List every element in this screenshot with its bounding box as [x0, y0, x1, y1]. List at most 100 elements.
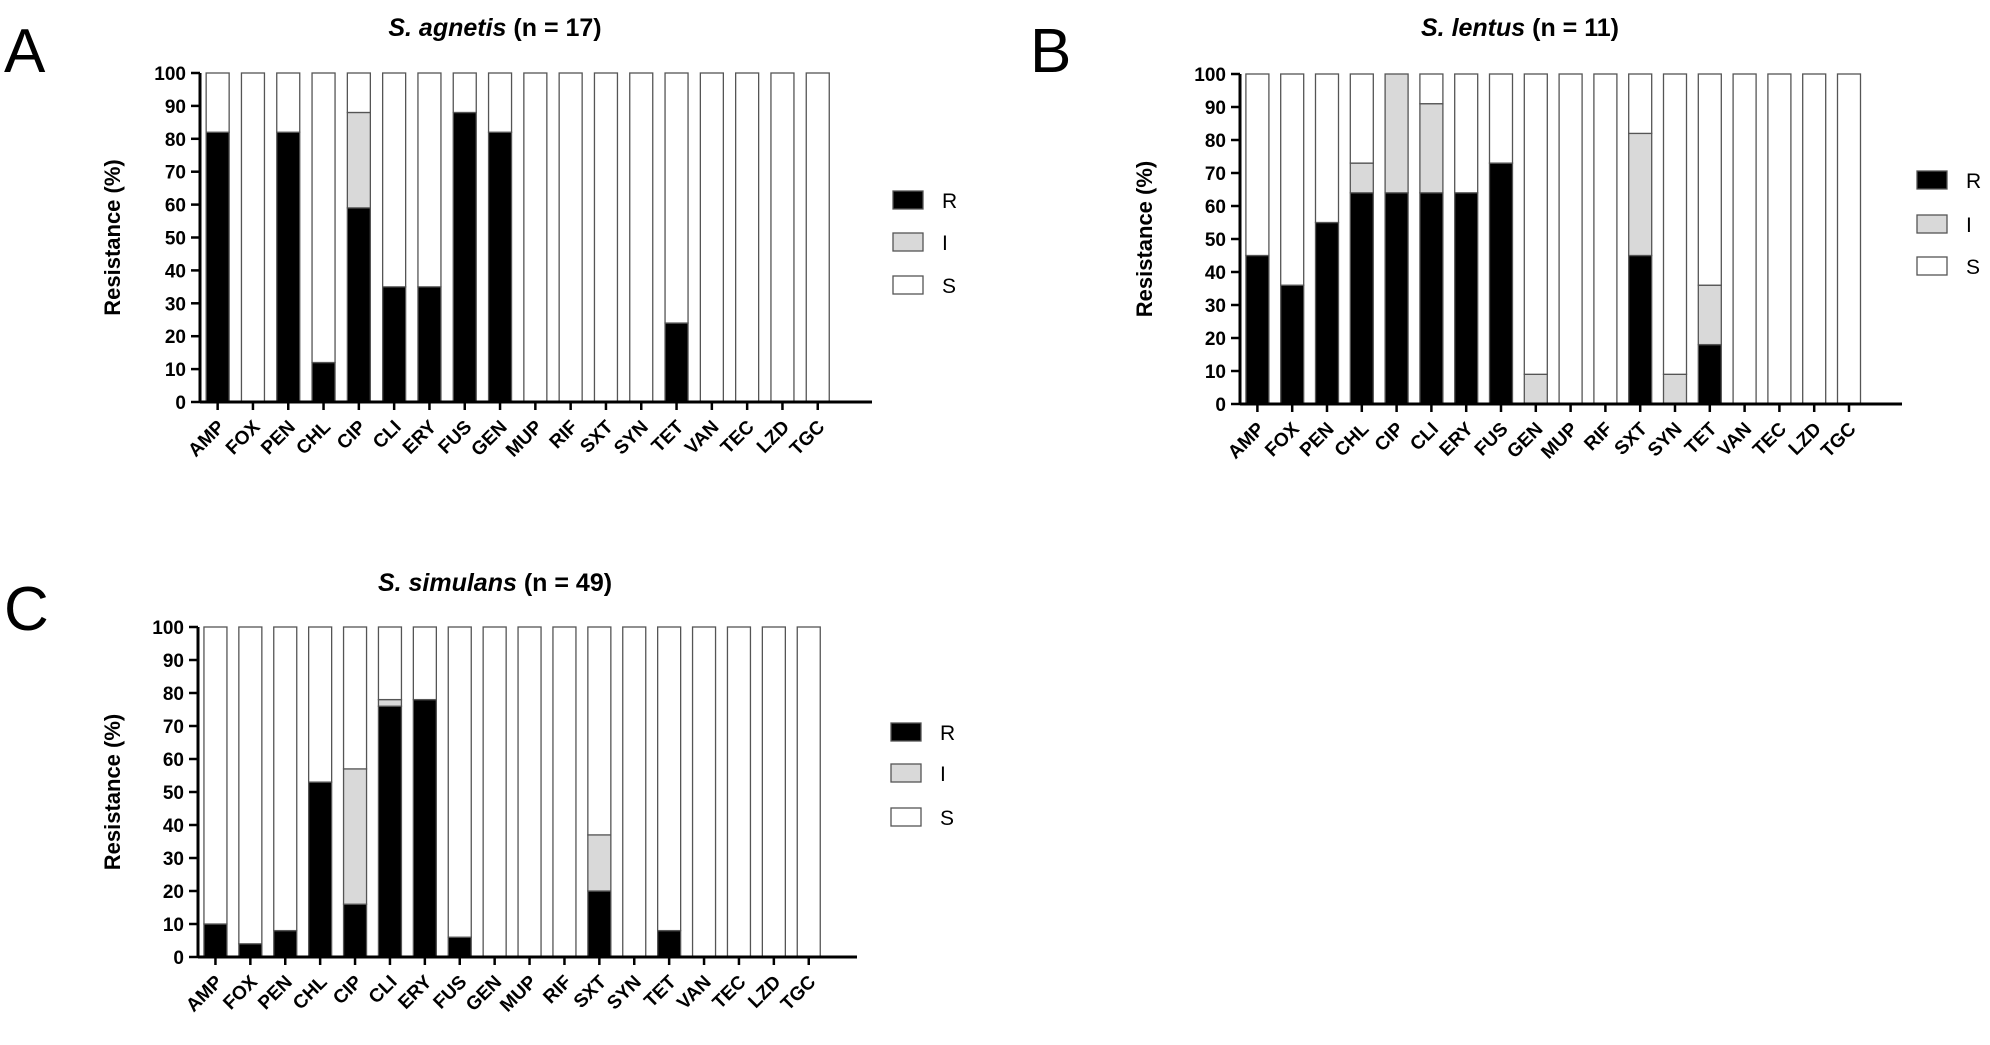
bar-s-mup: [517, 626, 542, 958]
bar-s-rif: [558, 72, 583, 403]
y-tick-label: 40: [163, 816, 184, 837]
bar-r-cli: [377, 705, 403, 958]
y-tick-label: 70: [165, 163, 186, 184]
y-tick-label: 0: [175, 393, 186, 414]
y-tick-label: 70: [1205, 164, 1226, 185]
bar-r-cip: [342, 903, 368, 958]
bar-s-fus: [1488, 73, 1514, 164]
bar-r-tet: [657, 929, 682, 958]
bar-s-tgc: [1836, 73, 1862, 405]
bar-s-tec: [1767, 73, 1792, 405]
x-tick-label: LZD: [744, 972, 785, 1013]
bar-r-ery: [1454, 192, 1479, 405]
legend-swatch-r: [890, 722, 922, 742]
bar-s-chl: [307, 626, 333, 783]
bar-i-tet: [1697, 284, 1722, 346]
x-tick-label: CIP: [1371, 418, 1408, 455]
bar-s-sxt: [1628, 73, 1653, 135]
bar-i-chl: [1349, 162, 1374, 194]
x-tick-label: VAN: [673, 972, 715, 1014]
bar-i-gen: [1523, 373, 1548, 405]
bar-s-pen: [273, 626, 298, 932]
x-tick-label: FOX: [222, 416, 265, 459]
bar-r-fox: [1280, 284, 1305, 405]
chart-title: S. lentus (n = 11): [1421, 14, 1619, 42]
x-tick-label: SXT: [1611, 418, 1652, 459]
bar-s-amp: [1245, 73, 1270, 257]
x-tick-label: MUP: [1537, 418, 1582, 463]
bar-i-cli: [377, 698, 403, 707]
x-tick-label: VAN: [1714, 419, 1756, 461]
panel-letter: C: [4, 575, 49, 644]
bar-s-fus: [452, 72, 477, 114]
legend-label-s: S: [942, 275, 956, 298]
bar-r-pen: [273, 929, 298, 958]
bar-s-chl: [1349, 73, 1374, 164]
x-tick-label: RIF: [539, 972, 575, 1008]
x-tick-label: FOX: [1261, 418, 1304, 461]
bar-i-cli: [1419, 103, 1444, 194]
y-tick-label: 10: [163, 915, 184, 936]
bar-s-sxt: [593, 72, 619, 403]
chart-title: S. simulans (n = 49): [378, 569, 612, 597]
bar-r-amp: [205, 131, 230, 403]
x-tick-label: CHL: [289, 971, 332, 1014]
x-tick-label: CHL: [293, 416, 336, 459]
bar-r-gen: [487, 131, 513, 403]
bar-s-tet: [664, 72, 689, 324]
x-tick-label: MUP: [496, 971, 541, 1016]
title-species: S. lentus: [1421, 14, 1525, 42]
legend-label-s: S: [940, 807, 954, 830]
x-tick-label: TEC: [717, 416, 759, 458]
bar-s-tgc: [805, 72, 830, 403]
x-tick-label: CHL: [1331, 418, 1374, 461]
bar-s-tet: [1697, 73, 1722, 286]
bar-r-ery: [417, 286, 442, 403]
x-tick-label: SXT: [570, 971, 611, 1012]
x-tick-label: CLI: [365, 972, 401, 1008]
y-tick-label: 80: [163, 684, 184, 705]
y-tick-label: 0: [1215, 395, 1226, 416]
y-tick-label: 80: [165, 130, 186, 151]
bar-s-syn: [629, 72, 654, 403]
legend-swatch-s: [1916, 256, 1948, 276]
y-tick-label: 100: [1194, 65, 1226, 86]
bar-s-ery: [417, 72, 442, 288]
x-tick-label: PEN: [257, 417, 299, 459]
x-tick-label: RIF: [1580, 419, 1616, 455]
title-count: (n = 49): [517, 569, 612, 597]
legend-label-r: R: [1966, 170, 1981, 193]
title-species: S. simulans: [378, 569, 517, 597]
y-tick-label: 50: [165, 229, 186, 250]
y-tick-label: 100: [152, 618, 184, 639]
x-tick-label: ERY: [399, 416, 441, 458]
x-tick-label: ERY: [394, 971, 436, 1013]
bar-r-amp: [1245, 254, 1270, 405]
bar-s-ery: [412, 626, 438, 701]
bar-r-tet: [1697, 343, 1722, 405]
bar-r-cip: [346, 207, 372, 403]
bar-r-cli: [1419, 192, 1444, 405]
bar-i-syn: [1662, 373, 1688, 405]
legend-label-i: I: [942, 232, 948, 255]
bar-s-mup: [523, 72, 548, 403]
bar-r-chl: [307, 781, 333, 958]
x-tick-label: FUS: [430, 972, 472, 1014]
y-axis-label: Resistance (%): [1132, 161, 1157, 318]
chart-panel-a: A S. agnetis (n = 17) Resistance (%) 0 10 20 3…: [4, 14, 957, 461]
bar-s-fox: [240, 72, 266, 403]
bar-s-lzd: [761, 626, 786, 958]
bar-s-pen: [1314, 73, 1340, 224]
x-tick-label: AMP: [184, 416, 229, 461]
legend-label-r: R: [940, 722, 955, 745]
y-tick-label: 20: [165, 327, 186, 348]
x-tick-label: SYN: [610, 417, 652, 459]
x-tick-label: SXT: [577, 416, 618, 457]
y-tick-label: 30: [165, 294, 186, 315]
x-tick-label: AMP: [182, 971, 227, 1016]
y-tick-label: 50: [1205, 230, 1226, 251]
bar-s-cip: [342, 626, 368, 770]
bar-s-amp: [205, 72, 230, 133]
bar-s-lzd: [1802, 73, 1827, 405]
